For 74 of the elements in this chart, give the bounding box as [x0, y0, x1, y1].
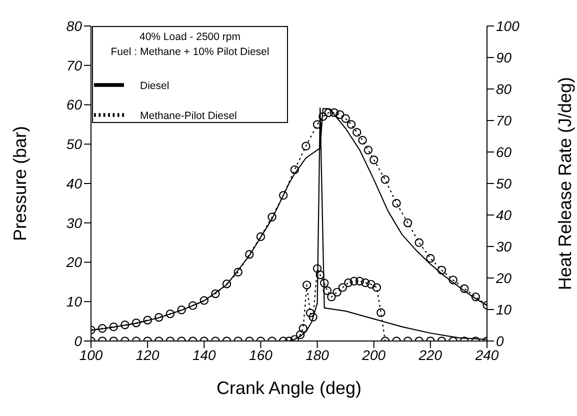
- point: [392, 198, 401, 208]
- y2-tick-label: 20: [495, 270, 512, 286]
- point: [437, 266, 446, 274]
- y-tick-label: 50: [66, 136, 82, 152]
- x-tick-label: 240: [474, 346, 499, 363]
- legend-label: Diesel: [140, 80, 170, 92]
- point: [200, 296, 208, 305]
- y-tick-label: 40: [66, 175, 82, 192]
- point: [312, 120, 322, 129]
- x-tick-label: 140: [192, 346, 216, 363]
- y-tick-label: 80: [66, 18, 82, 34]
- point: [352, 128, 362, 137]
- point: [290, 165, 300, 174]
- point: [154, 313, 164, 322]
- point: [268, 212, 276, 222]
- point: [448, 276, 458, 284]
- x-tick-label: 220: [418, 346, 442, 363]
- point: [471, 292, 480, 302]
- y-tick-label: 60: [66, 96, 82, 113]
- point: [318, 112, 328, 121]
- point: [188, 301, 198, 310]
- y2-tick-label: 30: [496, 238, 512, 254]
- point: [245, 250, 254, 259]
- point: [302, 142, 310, 150]
- point: [98, 324, 107, 333]
- point: [346, 120, 356, 129]
- y2-tick-label: 70: [496, 112, 512, 128]
- point: [109, 322, 118, 332]
- point: [120, 320, 130, 330]
- y2-tick-label: 90: [496, 49, 512, 66]
- y2-tick-label: 100: [496, 18, 520, 34]
- point: [370, 156, 378, 164]
- point: [358, 136, 367, 145]
- point: [426, 254, 435, 263]
- y-tick-label: 10: [66, 294, 82, 310]
- point: [460, 284, 469, 293]
- point: [364, 146, 373, 154]
- point: [330, 108, 339, 117]
- y-axis-title: Pressure (bar): [10, 126, 30, 242]
- y2-axis-title: Heat Release Rate (J/deg): [555, 76, 575, 290]
- x-tick-label: 100: [79, 346, 103, 363]
- point: [222, 280, 232, 288]
- y2-tick-label: 0: [496, 332, 504, 349]
- annotation: 40% Load - 2500 rpm: [138, 30, 242, 45]
- point: [143, 316, 152, 324]
- point: [256, 232, 266, 242]
- point: [403, 218, 412, 228]
- point: [166, 309, 175, 318]
- point: [324, 108, 333, 117]
- y-tick-label: 20: [65, 254, 82, 270]
- y2-tick-label: 60: [496, 144, 512, 160]
- point: [278, 190, 288, 200]
- point: [234, 268, 242, 276]
- x-tick-label: 200: [361, 346, 386, 363]
- x-axis-title: Crank Angle (deg): [216, 378, 362, 398]
- y2-tick-label: 40: [496, 206, 512, 223]
- point: [211, 289, 220, 298]
- point: [341, 114, 350, 123]
- x-tick-label: 160: [249, 346, 273, 363]
- y-tick-label: 30: [66, 214, 82, 231]
- point: [132, 318, 141, 328]
- point: [336, 110, 344, 119]
- point: [177, 306, 186, 314]
- y-tick-label: 70: [66, 57, 82, 74]
- legend-label: Methane-Pilot Diesel: [140, 110, 237, 122]
- y-tick-label: 0: [74, 332, 82, 349]
- point: [414, 238, 424, 247]
- annotation: Fuel : Methane + 10% Pilot Diesel: [110, 45, 270, 60]
- point: [380, 175, 390, 184]
- y2-tick-label: 50: [496, 175, 512, 192]
- y2-tick-label: 10: [496, 301, 512, 318]
- y2-tick-label: 80: [496, 80, 512, 97]
- x-tick-label: 180: [306, 346, 330, 363]
- x-tick-label: 120: [136, 346, 160, 363]
